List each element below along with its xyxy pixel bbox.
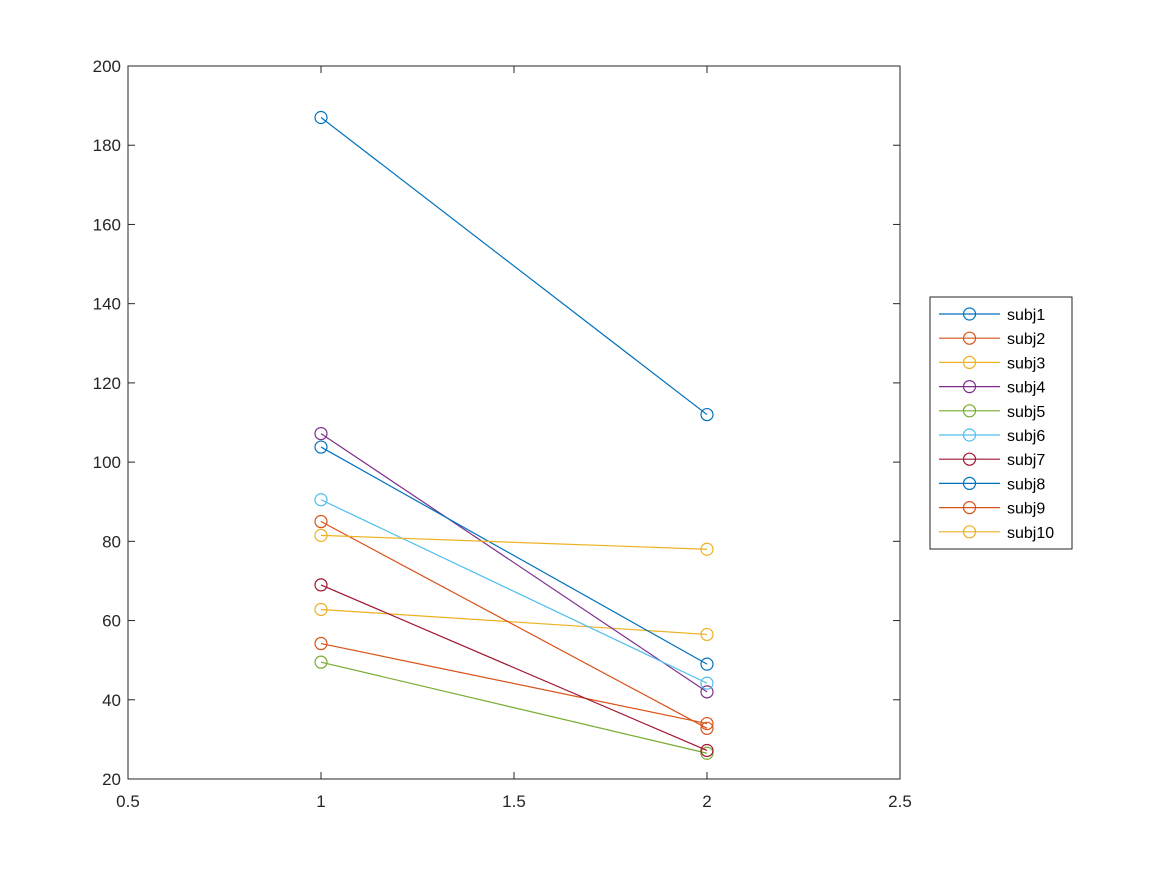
data-point-subj8	[700, 657, 714, 671]
x-tick-label: 2.5	[888, 792, 912, 811]
legend-label: subj6	[1007, 428, 1045, 445]
series-subj9	[314, 514, 714, 735]
series-layer	[314, 110, 714, 760]
legend-item-subj5: subj5	[939, 404, 1045, 421]
legend-swatch-marker	[962, 404, 977, 418]
series-subj3	[314, 602, 714, 642]
y-tick-label: 120	[93, 374, 121, 393]
plot-area	[128, 66, 900, 779]
y-tick-label: 200	[93, 57, 121, 76]
y-tick-label: 180	[93, 136, 121, 155]
y-tick-label: 100	[93, 453, 121, 472]
legend-item-subj7: subj7	[939, 452, 1045, 469]
legend-swatch-marker	[962, 331, 977, 345]
series-line-subj9	[320, 520, 708, 729]
y-tick-label: 80	[102, 532, 121, 551]
x-tick-label: 2	[702, 792, 711, 811]
series-subj2	[314, 636, 714, 731]
legend-swatch-marker	[962, 525, 977, 539]
data-point-subj5	[700, 746, 714, 760]
legend-item-subj3: subj3	[939, 355, 1045, 372]
series-line-subj3	[320, 608, 708, 636]
legend-label: subj4	[1007, 380, 1045, 397]
series-line-subj8	[320, 446, 708, 665]
data-point-subj5	[314, 655, 328, 669]
data-point-subj7	[314, 578, 328, 592]
legend-box	[929, 296, 1073, 550]
legend-item-subj10: subj10	[939, 525, 1054, 542]
data-point-subj2	[314, 636, 328, 651]
series-line-subj4	[320, 433, 708, 693]
legend-swatch-marker	[962, 501, 977, 515]
data-point-subj3	[314, 602, 328, 617]
y-tick-label: 60	[102, 612, 121, 631]
series-line-subj5	[320, 661, 708, 754]
data-point-subj6	[700, 676, 714, 690]
legend-label: subj5	[1007, 404, 1045, 421]
series-line-subj2	[320, 642, 708, 725]
data-point-subj1	[314, 110, 328, 125]
legend-label: subj7	[1007, 452, 1045, 469]
legend-item-subj8: subj8	[939, 476, 1045, 493]
legend-item-subj6: subj6	[939, 428, 1045, 445]
y-tick-label: 20	[102, 770, 121, 789]
data-point-subj10	[314, 528, 328, 542]
data-point-subj7	[700, 743, 714, 758]
series-subj4	[314, 426, 714, 699]
legend: subj1 subj2 subj3 subj4 subj5 subj6 subj7 subj8…	[929, 296, 1073, 550]
y-tick-label: 140	[93, 295, 121, 314]
legend-swatch-marker	[962, 355, 977, 369]
legend-item-subj2: subj2	[939, 331, 1045, 348]
data-point-subj8	[314, 440, 328, 454]
data-point-subj10	[700, 542, 714, 556]
legend-swatch-marker	[962, 476, 977, 490]
legend-item-subj9: subj9	[939, 501, 1045, 518]
series-subj5	[314, 655, 714, 760]
legend-swatch-marker	[962, 452, 977, 466]
data-point-subj3	[700, 627, 714, 642]
series-line-subj6	[320, 499, 708, 684]
legend-item-subj1: subj1	[939, 307, 1045, 324]
x-tick-label: 0.5	[116, 792, 140, 811]
data-point-subj4	[314, 426, 328, 441]
y-tick-label: 160	[93, 215, 121, 234]
data-point-subj9	[314, 514, 328, 529]
x-tick-label: 1	[316, 792, 325, 811]
legend-swatch-marker	[962, 380, 977, 394]
axes: 0.5 1 1.5 2 2.5 20 40 60 80 100 120 140 160 180 200	[93, 57, 912, 811]
data-point-subj2	[700, 716, 714, 731]
series-line-subj7	[320, 584, 708, 752]
series-subj6	[314, 493, 714, 690]
legend-swatch-marker	[962, 307, 977, 321]
legend-label: subj3	[1007, 355, 1045, 372]
data-point-subj4	[700, 685, 714, 699]
legend-label: subj1	[1007, 307, 1045, 324]
series-subj8	[314, 440, 714, 671]
legend-item-subj4: subj4	[939, 380, 1045, 397]
y-tick-label: 40	[102, 691, 121, 710]
legend-label: subj9	[1007, 501, 1045, 518]
series-subj1	[314, 110, 714, 422]
data-point-subj1	[700, 407, 714, 422]
series-line-subj10	[320, 534, 708, 550]
legend-label: subj10	[1007, 525, 1054, 542]
legend-label: subj2	[1007, 331, 1045, 348]
legend-swatch-marker	[962, 428, 977, 442]
series-subj10	[314, 528, 714, 556]
series-line-subj1	[320, 117, 708, 416]
x-tick-label: 1.5	[502, 792, 526, 811]
data-point-subj6	[314, 493, 328, 507]
data-point-subj9	[700, 721, 714, 735]
series-subj7	[314, 578, 714, 758]
legend-label: subj8	[1007, 476, 1045, 493]
